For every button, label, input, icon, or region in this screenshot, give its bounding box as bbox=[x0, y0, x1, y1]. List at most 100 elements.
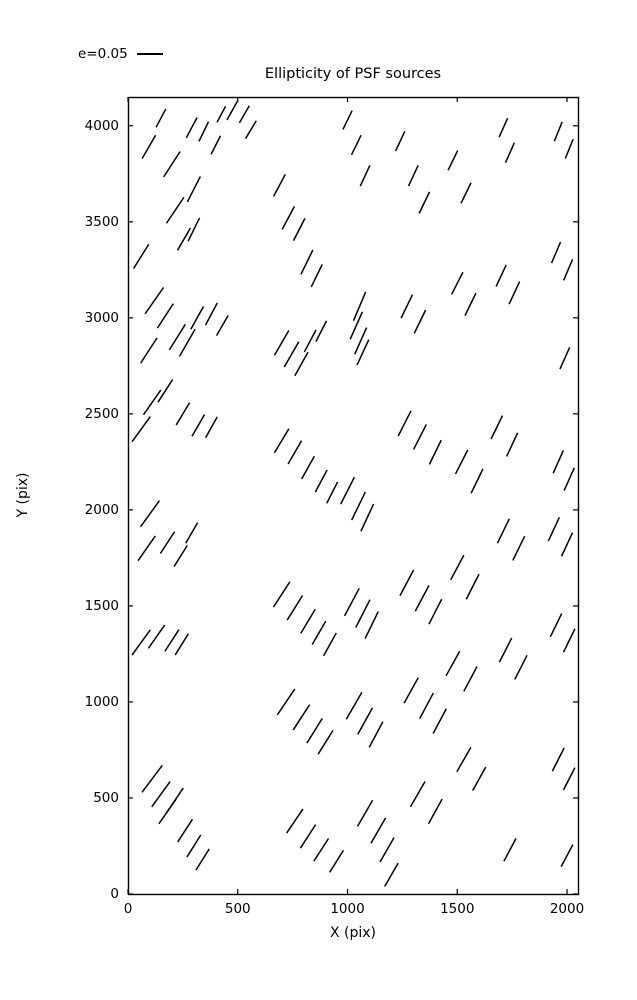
x-tick-label: 1000 bbox=[330, 901, 365, 917]
axis-ticks bbox=[127, 97, 578, 895]
whisker-segment bbox=[310, 264, 323, 288]
whisker-segment bbox=[156, 303, 174, 329]
whisker-segment bbox=[273, 428, 290, 454]
whisker-series bbox=[131, 100, 576, 887]
whisker-segment bbox=[394, 130, 406, 152]
whisker-segment bbox=[514, 654, 528, 680]
whisker-segment bbox=[562, 259, 574, 281]
whisker-segment bbox=[407, 165, 419, 187]
whisker-segment bbox=[226, 100, 239, 121]
whisker-segment bbox=[340, 476, 356, 505]
whisker-segment bbox=[384, 862, 399, 887]
whisker-segment bbox=[131, 416, 151, 443]
whisker-segment bbox=[292, 218, 306, 241]
whisker-segment bbox=[157, 379, 174, 403]
whisker-segment bbox=[350, 491, 367, 521]
whisker-segment bbox=[508, 281, 521, 305]
whisker-segment bbox=[503, 837, 517, 862]
whisker-segment bbox=[131, 629, 151, 656]
whisker-segment bbox=[276, 688, 296, 716]
whisker-segment bbox=[454, 449, 469, 475]
whisker-segment bbox=[283, 341, 300, 368]
whisker-segment bbox=[379, 837, 395, 863]
whisker-segment bbox=[350, 134, 362, 156]
whisker-segment bbox=[165, 196, 185, 224]
x-tick-label: 0 bbox=[123, 901, 133, 917]
whisker-segment bbox=[132, 243, 150, 269]
whisker-segment bbox=[560, 844, 574, 867]
y-tick-label: 2000 bbox=[84, 501, 119, 518]
whisker-segment bbox=[292, 704, 311, 731]
whisker-segment bbox=[464, 292, 477, 316]
whisker-segment bbox=[432, 708, 447, 734]
whisker-segment bbox=[413, 309, 427, 334]
whisker-segment bbox=[355, 599, 371, 628]
whisker-segment bbox=[287, 440, 303, 465]
y-tick-label: 1500 bbox=[84, 597, 119, 614]
whisker-segment bbox=[329, 849, 345, 873]
whisker-segment bbox=[352, 291, 367, 321]
whisker-segment bbox=[303, 329, 317, 353]
whisker-segment bbox=[419, 692, 435, 720]
whisker-segment bbox=[147, 624, 166, 649]
whisker-segment bbox=[190, 306, 205, 330]
whisker-segment bbox=[370, 817, 387, 844]
whisker-segment bbox=[403, 677, 419, 704]
whisker-segment bbox=[559, 346, 571, 370]
page-title: Ellipticity of PSF sources bbox=[264, 66, 442, 82]
whisker-segment bbox=[428, 598, 443, 625]
whisker-segment bbox=[215, 315, 229, 337]
whisker-segment bbox=[173, 545, 188, 567]
whisker-segment bbox=[551, 747, 565, 772]
whisker-segment bbox=[187, 217, 201, 242]
whisker-segment bbox=[553, 121, 563, 142]
whisker-segment bbox=[549, 613, 563, 638]
whisker-segment bbox=[349, 311, 364, 340]
whisker-segment bbox=[498, 117, 509, 138]
whisker-segment bbox=[562, 628, 576, 653]
whisker-segment bbox=[286, 595, 304, 621]
x-tick-label: 2000 bbox=[549, 901, 585, 917]
whisker-segment bbox=[322, 632, 337, 657]
whisker-segment bbox=[560, 532, 574, 557]
whisker-segment bbox=[495, 264, 507, 287]
whisker-segment bbox=[368, 721, 384, 748]
whisker-segment bbox=[490, 415, 504, 440]
whisker-segment bbox=[409, 781, 426, 808]
whisker-segment bbox=[418, 191, 431, 214]
whisker-segment bbox=[142, 389, 162, 416]
whisker-segment bbox=[428, 439, 442, 465]
whisker-segment bbox=[163, 151, 181, 178]
whisker-segment bbox=[273, 330, 290, 356]
y-tick-label: 0 bbox=[110, 886, 119, 902]
whisker-segment bbox=[315, 320, 328, 343]
whisker-segment bbox=[186, 834, 202, 858]
whisker-segment bbox=[498, 637, 513, 663]
whisker-segment bbox=[306, 718, 323, 744]
whisker-segment bbox=[512, 535, 526, 561]
legend-label: e=0.05 bbox=[78, 46, 128, 62]
whisker-segment bbox=[216, 105, 227, 123]
whisker-segment bbox=[159, 531, 176, 554]
whisker-segment bbox=[195, 848, 210, 871]
whisker-segment bbox=[185, 522, 199, 544]
whisker-segment bbox=[360, 503, 375, 532]
whisker-segment bbox=[281, 206, 296, 230]
whisker-segment bbox=[345, 691, 363, 720]
whisker-segment bbox=[177, 818, 194, 843]
whisker-segment bbox=[400, 294, 414, 319]
whisker-segment bbox=[397, 410, 412, 437]
whisker-segment bbox=[445, 650, 461, 677]
y-axis-label: Y (pix) bbox=[15, 472, 31, 518]
whisker-segment bbox=[204, 302, 218, 326]
whisker-segment bbox=[564, 138, 574, 159]
whisker-segment bbox=[359, 165, 371, 187]
horizontal-line-icon bbox=[136, 53, 163, 55]
y-tick-label: 3500 bbox=[84, 213, 119, 230]
whisker-segment bbox=[354, 327, 368, 355]
axes-frame bbox=[127, 96, 580, 896]
whisker-segment bbox=[272, 581, 291, 608]
whisker-segment bbox=[198, 121, 210, 142]
whisker-segment bbox=[286, 808, 304, 834]
